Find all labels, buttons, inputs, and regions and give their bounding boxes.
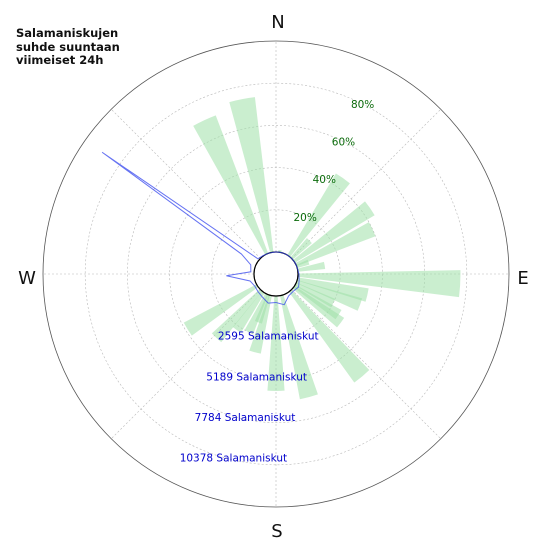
direction-bar (288, 289, 370, 383)
strike-count-line (101, 151, 300, 306)
direction-bar (244, 293, 269, 335)
grid-spoke (111, 109, 261, 259)
title-line: viimeiset 24h (16, 53, 104, 67)
percent-tick-label: 20% (293, 212, 316, 224)
direction-bar (297, 261, 326, 272)
direction-bar (290, 238, 312, 260)
direction-bar (287, 173, 350, 257)
grid-spoke (291, 109, 441, 259)
direction-bar (280, 294, 318, 400)
direction-bar (292, 285, 345, 328)
percent-tick-label: 60% (332, 137, 355, 149)
direction-bar (193, 115, 269, 255)
compass-labels: N E S W (18, 12, 529, 542)
chart-title: Salamaniskujen suhde suuntaan viimeiset … (16, 26, 120, 68)
direction-bar (249, 294, 272, 354)
tick-labels: 20% 40% 60% 80% 2595 Salamaniskut 5189 Salama… (180, 99, 375, 464)
title-line: suhde suuntaan (16, 39, 120, 54)
count-tick-label: 7784 Salamaniskut (195, 412, 296, 424)
compass-south: S (271, 521, 282, 542)
grid-spoke (111, 289, 261, 439)
direction-bar (295, 222, 376, 267)
compass-north: N (271, 12, 284, 33)
count-tick-label: 2595 Salamaniskut (218, 331, 319, 343)
grid-spoke (291, 289, 441, 439)
direction-bar (183, 284, 259, 336)
direction-bar (267, 295, 285, 391)
strike-count-series (101, 151, 300, 306)
direction-bar (297, 270, 461, 298)
compass-east: E (517, 268, 528, 289)
title-line: Salamaniskujen (16, 26, 119, 40)
direction-bar (232, 291, 265, 333)
percent-tick-label: 80% (351, 99, 374, 111)
direction-bar (229, 97, 274, 253)
count-tick-label: 10378 Salamaniskut (180, 452, 287, 464)
direction-bar (211, 288, 263, 343)
outer-ring (42, 40, 510, 508)
compass-west: W (18, 268, 36, 289)
direction-bar (293, 201, 375, 263)
percent-tick-label: 40% (313, 174, 336, 186)
direction-bars (183, 97, 461, 400)
direction-bar (296, 259, 310, 269)
count-tick-label: 5189 Salamaniskut (206, 371, 307, 383)
direction-bar (296, 279, 363, 311)
